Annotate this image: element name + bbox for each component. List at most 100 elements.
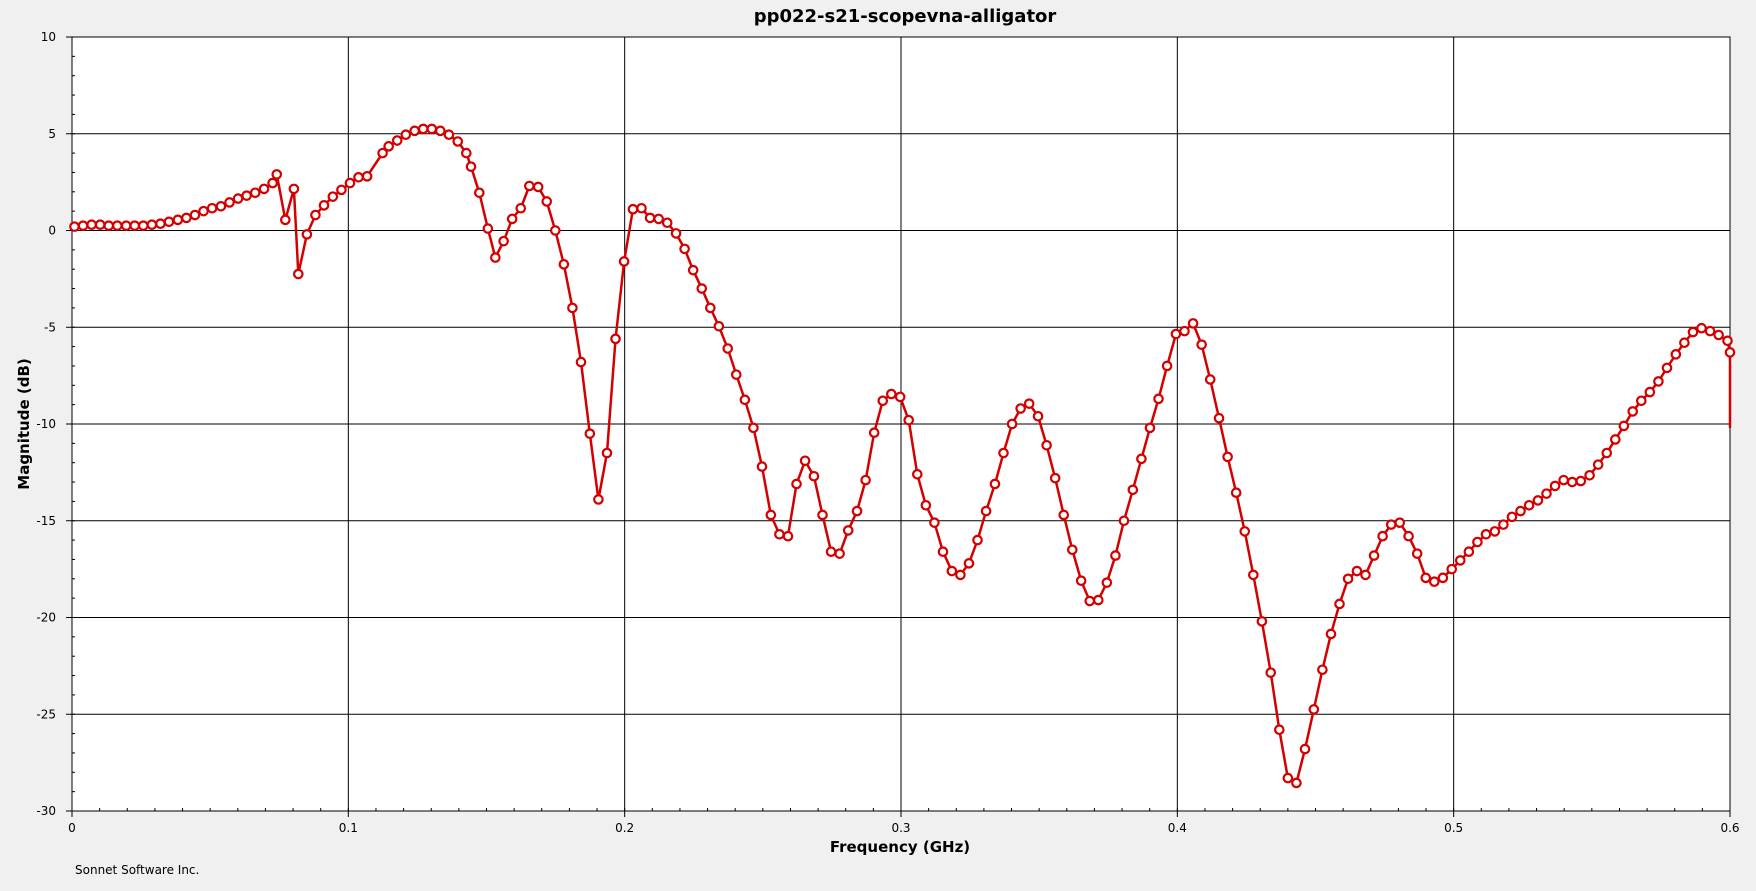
data-point [1610, 434, 1621, 445]
data-point [1687, 326, 1699, 338]
data-point [1472, 536, 1483, 548]
data-point [1334, 598, 1345, 610]
data-point [1067, 544, 1078, 556]
x-tick-label: 0.1 [339, 821, 358, 835]
data-point [593, 494, 604, 505]
data-point [532, 181, 544, 193]
data-point [1265, 667, 1277, 678]
y-tick-label: 0 [48, 224, 56, 238]
data-point [1023, 398, 1035, 409]
data-point [1015, 403, 1026, 414]
data-point [426, 123, 438, 135]
data-point [1127, 484, 1139, 496]
data-point [1601, 447, 1613, 459]
minor-ticks [71, 36, 1731, 812]
data-point [435, 125, 446, 137]
data-point [713, 320, 725, 332]
data-point [172, 214, 184, 226]
x-tick-label: 0.3 [891, 821, 910, 835]
data-point [731, 369, 742, 380]
data-point [842, 525, 854, 536]
data-point [391, 135, 403, 146]
y-tick-label: 10 [41, 30, 56, 44]
data-point [249, 187, 261, 199]
data-point [258, 183, 270, 195]
data-point [1213, 412, 1225, 424]
y-tick-label: -30 [36, 804, 56, 818]
data-point [280, 214, 291, 226]
data-point [1532, 495, 1544, 506]
data-point [920, 499, 932, 511]
data-point [972, 534, 983, 546]
data-point [627, 203, 639, 215]
data-point [575, 356, 587, 368]
data-point [267, 177, 278, 189]
data-point [1041, 439, 1052, 451]
data-point [1549, 480, 1561, 492]
data-point [610, 333, 621, 345]
data-point [1489, 526, 1501, 537]
data-point [1032, 410, 1044, 422]
data-point [1411, 548, 1423, 559]
data-point [877, 395, 889, 407]
footer-credit: Sonnet Software Inc. [75, 863, 199, 877]
data-point [541, 196, 553, 207]
x-tick-label: 0.2 [615, 821, 634, 835]
series-markers [69, 123, 1736, 789]
data-point [288, 183, 300, 195]
data-point [774, 528, 785, 540]
x-axis-title: Frequency (GHz) [830, 838, 970, 856]
chart-title: pp022-s21-scopevna-alligator [754, 6, 1057, 27]
data-point [1679, 337, 1690, 349]
data-point [1635, 395, 1647, 407]
data-point [1592, 459, 1604, 470]
data-point [327, 191, 339, 202]
data-point [929, 517, 940, 528]
data-point [1498, 519, 1509, 530]
data-point [558, 259, 570, 270]
data-point [490, 252, 501, 263]
data-point [1299, 743, 1311, 755]
data-point [1403, 530, 1414, 542]
data-point [1317, 664, 1328, 676]
data-point [1584, 469, 1595, 481]
data-point [817, 509, 828, 521]
data-point [1196, 339, 1207, 350]
data-point [1351, 565, 1363, 577]
data-point [1230, 487, 1242, 498]
data-point [1144, 422, 1156, 434]
data-point [1006, 418, 1018, 430]
data-point [1506, 511, 1518, 523]
data-point [1084, 595, 1096, 607]
data-point [937, 546, 949, 558]
data-point [318, 200, 330, 211]
data-point [198, 205, 209, 217]
data-point [1308, 704, 1320, 715]
data-point [1722, 335, 1733, 347]
data-point [1170, 328, 1182, 340]
data-point [1515, 505, 1526, 517]
y-tick-label: 5 [48, 127, 56, 141]
grid [66, 36, 1731, 817]
data-point [1420, 572, 1432, 584]
data-point [1454, 555, 1466, 566]
data-point [224, 197, 235, 208]
data-point [112, 220, 123, 231]
data-point [601, 447, 613, 459]
data-point [1058, 509, 1070, 521]
data-point [661, 217, 673, 229]
y-tick-label: -10 [36, 417, 56, 431]
data-point [687, 264, 699, 276]
data-point [1566, 476, 1578, 488]
data-point [1282, 772, 1294, 784]
x-tick-label: 0.4 [1168, 821, 1187, 835]
data-point [1661, 362, 1673, 374]
x-tick-label: 0.5 [1444, 821, 1463, 835]
data-point [670, 228, 682, 239]
data-point [189, 209, 201, 221]
data-point [903, 414, 915, 426]
data-point [524, 180, 535, 192]
data-point [1179, 325, 1190, 337]
data-point [69, 221, 80, 232]
data-point [739, 394, 751, 406]
